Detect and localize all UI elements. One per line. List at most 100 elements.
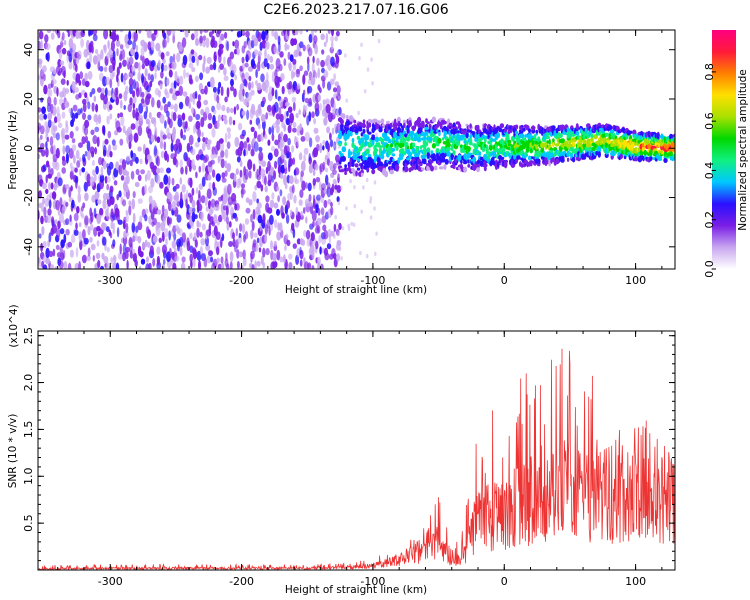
heatmap-cell	[316, 217, 322, 226]
heatmap-cell	[47, 208, 52, 216]
heatmap-cell	[292, 243, 297, 249]
heatmap-x-axis-label: Height of straight line (km)	[285, 284, 427, 296]
heatmap-cell	[169, 55, 174, 64]
heatmap-cell	[279, 113, 284, 123]
heatmap-cell	[200, 195, 206, 204]
heatmap-cell	[527, 128, 532, 133]
heatmap-cell	[65, 228, 70, 236]
heatmap-y-tick-labels: -40 -20 0 20 40	[22, 43, 35, 256]
heatmap-cell	[198, 222, 202, 228]
heatmap-cell	[115, 262, 120, 269]
heatmap-cell	[370, 57, 373, 62]
heatmap-cell	[476, 167, 480, 173]
heatmap-cell	[537, 137, 541, 143]
heatmap-cell	[276, 186, 280, 192]
heatmap-cell	[191, 67, 196, 73]
heatmap-cell	[305, 229, 311, 240]
heatmap-cell	[65, 184, 70, 190]
heatmap-cell	[111, 71, 116, 78]
heatmap-cell	[261, 30, 266, 41]
heatmap-cell	[364, 140, 368, 147]
heatmap-cell	[317, 256, 321, 266]
heatmap-cell	[165, 51, 170, 57]
heatmap-cell	[227, 132, 231, 140]
heatmap-cell	[220, 237, 223, 249]
heatmap-cell	[326, 150, 330, 160]
heatmap-cell	[485, 144, 489, 151]
heatmap-cell	[75, 222, 78, 230]
heatmap-cell	[47, 119, 52, 128]
heatmap-cell	[229, 251, 234, 262]
heatmap-x-tick-labels: -300 -200 -100 0 100	[98, 274, 646, 287]
heatmap-cell	[247, 66, 254, 72]
heatmap-cell	[203, 30, 209, 33]
heatmap-cell	[238, 89, 243, 101]
heatmap-cell	[391, 147, 396, 152]
heatmap-cell	[268, 126, 272, 135]
heatmap-cell	[133, 31, 138, 42]
heatmap-cell	[373, 180, 377, 185]
heatmap-cell	[233, 173, 237, 183]
heatmap-cell	[384, 163, 388, 167]
heatmap-cell	[532, 138, 538, 142]
heatmap-cell	[45, 147, 49, 158]
heatmap-cell	[75, 126, 79, 132]
heatmap-cell	[217, 155, 222, 162]
heatmap-cell	[277, 35, 281, 46]
heatmap-cell	[81, 136, 86, 145]
heatmap-cell	[92, 169, 96, 177]
heatmap-cell	[116, 73, 119, 83]
heatmap-cell	[86, 140, 91, 152]
heatmap-cell	[246, 109, 250, 121]
heatmap-cell	[253, 49, 259, 56]
heatmap-cell	[87, 70, 93, 80]
heatmap-ticks	[38, 30, 675, 269]
heatmap-cell	[152, 257, 156, 267]
heatmap-cell	[303, 154, 306, 163]
heatmap-cell	[212, 186, 217, 196]
heatmap-cell	[61, 127, 66, 138]
snr-panel: -300 -200 -100 0 100 0.5 1.0 1.5 2.0 2.5 Height …	[7, 304, 676, 596]
heatmap-cell	[115, 96, 119, 106]
heatmap-cell	[160, 150, 165, 159]
heatmap-cell	[623, 155, 627, 160]
heatmap-cell	[92, 34, 98, 42]
heatmap-cell	[270, 240, 273, 250]
heatmap-cell	[132, 90, 136, 98]
heatmap-cell	[295, 112, 299, 119]
heatmap-cell	[77, 193, 82, 203]
heatmap-cell	[95, 252, 101, 260]
heatmap-cell	[131, 198, 136, 210]
heatmap-cell	[395, 165, 400, 171]
snr-series	[38, 348, 676, 571]
heatmap-cell	[130, 170, 135, 180]
heatmap-cell	[605, 132, 609, 137]
heatmap-cell	[182, 134, 187, 141]
heatmap-cell	[215, 23, 218, 29]
heatmap-cell	[432, 154, 436, 161]
heatmap-cell	[334, 180, 338, 186]
heatmap-cell	[106, 183, 110, 191]
heatmap-cell	[276, 231, 282, 241]
heatmap-cell	[213, 109, 217, 115]
heatmap-cell	[353, 119, 357, 124]
heatmap-cell	[112, 254, 117, 263]
heatmap-cell	[128, 237, 133, 248]
heatmap-cell	[176, 75, 180, 84]
heatmap-cell	[129, 84, 133, 95]
heatmap-cell	[188, 115, 193, 122]
heatmap-cell	[226, 127, 231, 133]
heatmap-cell	[672, 148, 675, 152]
heatmap-cell	[204, 154, 210, 162]
heatmap-cell	[232, 232, 235, 240]
heatmap-cell	[325, 103, 331, 114]
heatmap-cell	[279, 51, 284, 58]
heatmap-cell	[84, 92, 88, 99]
heatmap-cell	[171, 240, 177, 249]
heatmap-cell	[94, 190, 100, 200]
heatmap-cell	[118, 93, 123, 99]
snr-frame	[37, 330, 676, 571]
heatmap-cell	[323, 199, 328, 209]
heatmap-cell	[395, 144, 399, 151]
heatmap-cell	[511, 144, 515, 150]
